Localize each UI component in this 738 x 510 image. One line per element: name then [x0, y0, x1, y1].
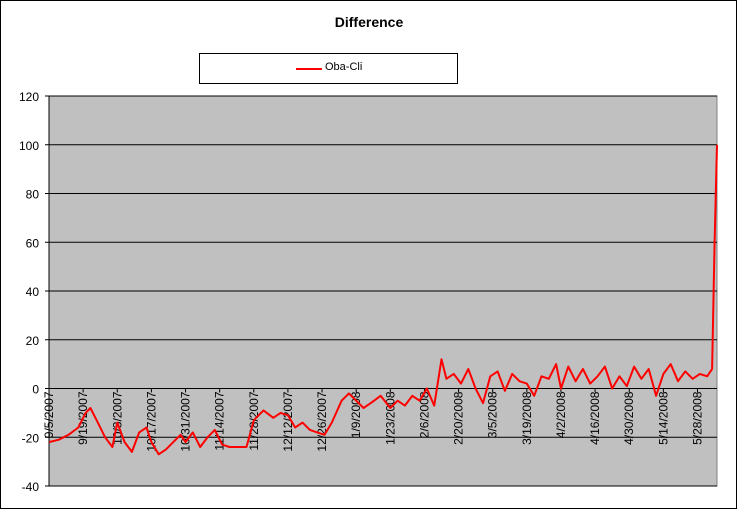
- y-tick-label: -40: [22, 480, 40, 494]
- y-tick-label: 40: [26, 285, 40, 299]
- x-tick-label: 3/19/2008: [520, 391, 534, 445]
- x-tick-label: 1/9/2008: [349, 391, 363, 438]
- chart-title: Difference: [334, 14, 404, 30]
- x-tick-label: 4/16/2008: [588, 391, 602, 445]
- x-tick-label: 12/26/2007: [315, 391, 329, 451]
- legend-label: Oba-Cli: [325, 61, 363, 73]
- x-tick-label: 2/20/2008: [452, 391, 466, 445]
- y-tick-label: 20: [26, 334, 40, 348]
- x-tick-label: 12/12/2007: [281, 391, 295, 451]
- y-tick-label: 100: [19, 139, 39, 153]
- x-tick-label: 1/23/2008: [383, 391, 397, 445]
- x-tick-label: 11/14/2007: [213, 391, 227, 450]
- x-tick-label: 5/28/2008: [690, 391, 704, 445]
- y-tick-label: 120: [19, 90, 39, 104]
- series-line-oba-cli: [48, 144, 718, 456]
- x-tick-label: 10/17/2007: [144, 391, 158, 451]
- x-tick-label: 9/5/2007: [42, 391, 56, 438]
- x-tick-label: 4/30/2008: [622, 391, 636, 445]
- y-tick-label: 80: [26, 188, 40, 202]
- x-tick-label: 3/5/2008: [486, 391, 500, 438]
- y-tick-label: 60: [26, 236, 40, 250]
- x-tick-label: 4/2/2008: [554, 391, 568, 438]
- legend-swatch: [296, 68, 322, 70]
- y-tick-label: 0: [32, 383, 39, 397]
- x-tick-label: 2/6/2008: [417, 391, 431, 438]
- x-tick-label: 5/14/2008: [656, 391, 670, 445]
- y-tick-label: -20: [22, 431, 40, 445]
- legend: Oba-Cli: [199, 53, 458, 84]
